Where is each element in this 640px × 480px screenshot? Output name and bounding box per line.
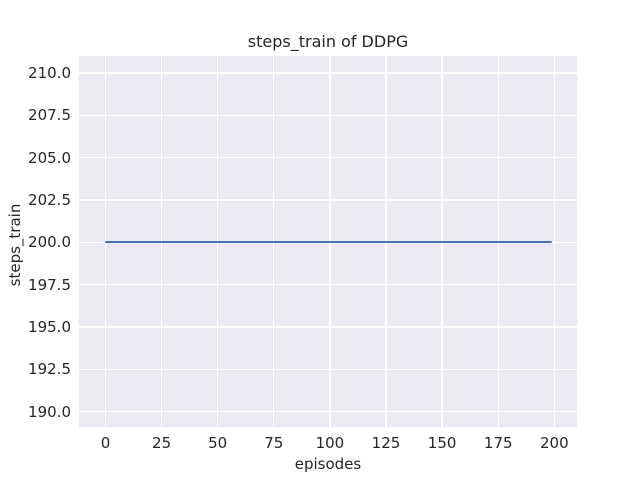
x-tick-label: 175 bbox=[483, 434, 513, 452]
gridline-horizontal bbox=[79, 114, 577, 116]
y-tick-label: 190.0 bbox=[28, 402, 71, 421]
y-tick-label: 205.0 bbox=[28, 148, 71, 167]
x-tick-label: 25 bbox=[152, 434, 172, 452]
gridline-horizontal bbox=[79, 326, 577, 328]
x-tick-label: 100 bbox=[315, 434, 345, 452]
gridline-horizontal bbox=[79, 156, 577, 159]
y-tick-label: 200.0 bbox=[28, 233, 71, 252]
gridline-horizontal bbox=[79, 368, 577, 371]
x-tick-label: 0 bbox=[100, 434, 111, 452]
x-tick-label: 200 bbox=[540, 434, 569, 452]
gridline-vertical bbox=[553, 56, 556, 427]
x-tick-label: 75 bbox=[264, 434, 284, 452]
x-tick-label: 125 bbox=[371, 434, 401, 452]
y-tick-label: 210.0 bbox=[28, 63, 71, 82]
gridline-horizontal bbox=[79, 283, 577, 286]
x-tick-label: 50 bbox=[208, 434, 228, 452]
x-tick-label: 150 bbox=[427, 434, 457, 452]
y-tick-label: 202.5 bbox=[28, 190, 71, 209]
series-line bbox=[105, 241, 553, 244]
y-tick-label: 207.5 bbox=[28, 106, 71, 125]
x-axis-label: episodes bbox=[294, 455, 362, 473]
chart-title: steps_train of DDPG bbox=[247, 32, 409, 51]
plot-area bbox=[79, 56, 577, 427]
gridline-horizontal bbox=[79, 72, 577, 74]
y-tick-label: 195.0 bbox=[28, 318, 71, 337]
y-tick-label: 192.5 bbox=[28, 360, 71, 379]
gridline-horizontal bbox=[79, 411, 577, 413]
y-tick-label: 197.5 bbox=[28, 275, 71, 294]
gridline-horizontal bbox=[79, 199, 577, 201]
